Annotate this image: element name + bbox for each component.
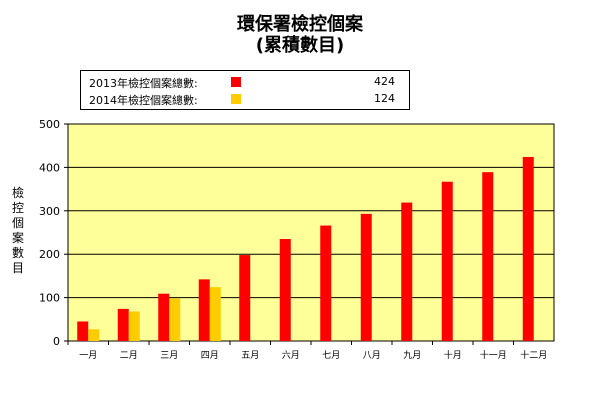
x-tick-label: 二月 <box>120 350 138 361</box>
y-tick-label: 200 <box>39 248 60 261</box>
legend-total-2013: 424 <box>374 75 395 88</box>
legend-total-2014: 124 <box>374 92 395 105</box>
bar-2013-8 <box>360 213 372 341</box>
bar-2013-11 <box>482 172 494 341</box>
bar-2014-2 <box>128 311 140 341</box>
legend-item-2014: 2014年檢控個案總數: 124 <box>89 91 409 107</box>
chart-subtitle: (累積數目) <box>255 35 345 56</box>
bar-2013-1 <box>77 321 89 341</box>
x-tick-label: 十二月 <box>520 349 547 361</box>
y-tick-label: 100 <box>39 292 60 305</box>
y-axis-label: 檢控個案數目 <box>12 185 24 275</box>
x-tick-label: 五月 <box>241 350 259 361</box>
bar-2013-7 <box>320 225 332 341</box>
bar-2013-9 <box>401 202 413 341</box>
bar-2014-3 <box>169 298 181 341</box>
x-tick-label: 九月 <box>403 350 421 361</box>
plot-area <box>67 123 555 342</box>
x-tick-label: 十一月 <box>480 349 507 361</box>
y-tick-label: 0 <box>53 335 60 348</box>
bar-2013-4 <box>198 279 210 341</box>
legend-label-2013: 2013年檢控個案總數: <box>89 77 198 90</box>
bar-2014-1 <box>88 329 100 341</box>
legend-swatch-2013 <box>231 77 241 87</box>
legend-swatch-2014 <box>231 94 241 104</box>
chart-title: 環保署檢控個案 <box>237 14 363 35</box>
bar-2013-10 <box>441 181 453 341</box>
legend-item-2013: 2013年檢控個案總數: 424 <box>89 74 409 90</box>
x-tick-label: 三月 <box>160 350 178 361</box>
bar-2013-3 <box>158 293 170 341</box>
x-tick-label: 六月 <box>282 349 300 361</box>
x-tick-label: 一月 <box>79 350 97 361</box>
x-tick-label: 四月 <box>201 350 219 361</box>
bar-2013-12 <box>522 156 534 341</box>
x-tick-label: 八月 <box>363 350 381 361</box>
y-tick-label: 400 <box>39 161 60 174</box>
bar-2013-5 <box>239 255 251 341</box>
bar-2013-6 <box>279 239 291 341</box>
bar-2013-2 <box>117 308 129 341</box>
legend: 2013年檢控個案總數: 424 2014年檢控個案總數: 124 <box>80 70 410 110</box>
legend-label-2014: 2014年檢控個案總數: <box>89 94 198 107</box>
chart-title-block: 環保署檢控個案 (累積數目) <box>0 14 600 56</box>
x-tick-label: 十月 <box>444 349 462 361</box>
x-tick-label: 七月 <box>322 350 340 361</box>
y-tick-label: 300 <box>39 205 60 218</box>
y-tick-label: 500 <box>39 118 60 131</box>
bar-2014-4 <box>209 287 221 341</box>
